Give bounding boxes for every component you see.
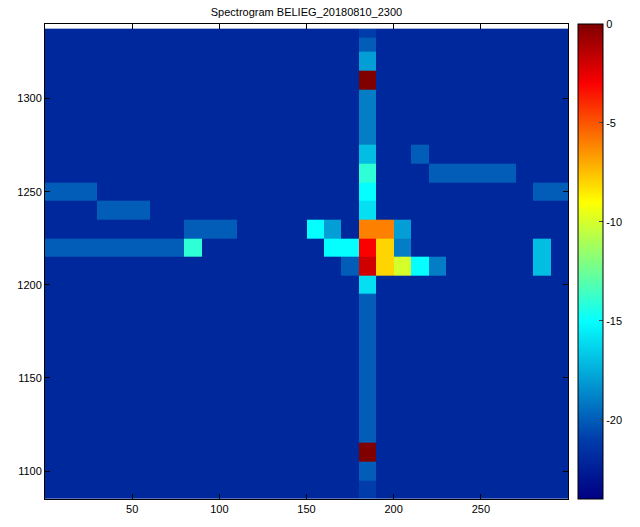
svg-text:-5: -5 xyxy=(606,117,616,129)
svg-text:-20: -20 xyxy=(606,414,622,426)
svg-text:1100: 1100 xyxy=(18,465,42,477)
svg-text:50: 50 xyxy=(126,503,138,515)
svg-text:0: 0 xyxy=(606,18,612,30)
svg-text:100: 100 xyxy=(210,503,228,515)
svg-text:1250: 1250 xyxy=(17,186,41,198)
svg-text:200: 200 xyxy=(384,503,402,515)
svg-text:1300: 1300 xyxy=(17,92,41,104)
svg-text:1200: 1200 xyxy=(17,279,41,291)
svg-text:150: 150 xyxy=(297,503,315,515)
svg-text:-15: -15 xyxy=(606,315,622,327)
svg-text:1150: 1150 xyxy=(18,372,42,384)
svg-text:250: 250 xyxy=(472,503,490,515)
svg-text:Spectrogram BELIEG_20180810_23: Spectrogram BELIEG_20180810_2300 xyxy=(211,6,402,18)
svg-text:-10: -10 xyxy=(606,216,622,228)
